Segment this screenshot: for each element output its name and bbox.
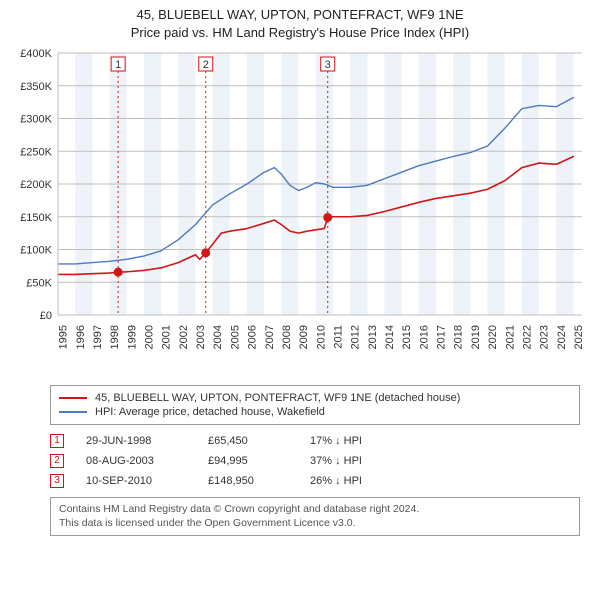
- event-price: £65,450: [208, 435, 288, 447]
- chart-container: 45, BLUEBELL WAY, UPTON, PONTEFRACT, WF9…: [0, 0, 600, 546]
- svg-text:2002: 2002: [178, 325, 190, 349]
- svg-text:2003: 2003: [195, 325, 207, 349]
- svg-text:1: 1: [115, 59, 121, 71]
- events-list: 1 29-JUN-1998 £65,450 17% ↓ HPI 2 08-AUG-2003…: [50, 431, 580, 491]
- svg-text:2019: 2019: [470, 325, 482, 349]
- svg-text:2006: 2006: [247, 325, 259, 349]
- svg-text:2025: 2025: [573, 325, 585, 349]
- svg-text:£0: £0: [40, 310, 52, 322]
- svg-text:1996: 1996: [75, 325, 87, 349]
- svg-text:1997: 1997: [92, 325, 104, 349]
- footer-line-1: Contains HM Land Registry data © Crown c…: [59, 503, 571, 517]
- event-row: 2 08-AUG-2003 £94,995 37% ↓ HPI: [50, 451, 580, 471]
- svg-text:3: 3: [325, 59, 331, 71]
- svg-text:£100K: £100K: [20, 245, 52, 257]
- svg-text:2021: 2021: [504, 325, 516, 349]
- svg-text:2000: 2000: [143, 325, 155, 349]
- svg-text:£400K: £400K: [20, 48, 52, 60]
- svg-text:2004: 2004: [212, 325, 224, 349]
- svg-text:2005: 2005: [229, 325, 241, 349]
- event-delta: 17% ↓ HPI: [310, 435, 400, 447]
- svg-text:£350K: £350K: [20, 81, 52, 93]
- svg-text:2010: 2010: [315, 325, 327, 349]
- svg-text:2015: 2015: [401, 325, 413, 349]
- svg-text:2017: 2017: [436, 325, 448, 349]
- event-marker: 1: [50, 434, 64, 448]
- legend-swatch: [59, 411, 87, 413]
- svg-text:2013: 2013: [367, 325, 379, 349]
- event-marker: 3: [50, 474, 64, 488]
- chart-area: £0 £50K £100K £150K £200K £250K £300K £350K £400…: [10, 47, 590, 377]
- svg-text:£150K: £150K: [20, 212, 52, 224]
- svg-text:2001: 2001: [161, 325, 173, 349]
- svg-text:2011: 2011: [332, 325, 344, 349]
- legend: 45, BLUEBELL WAY, UPTON, PONTEFRACT, WF9…: [50, 385, 580, 425]
- svg-text:1995: 1995: [58, 325, 70, 349]
- svg-text:£300K: £300K: [20, 114, 52, 126]
- svg-text:2022: 2022: [521, 325, 533, 349]
- svg-text:2016: 2016: [418, 325, 430, 349]
- svg-text:2014: 2014: [384, 325, 396, 349]
- event-delta: 26% ↓ HPI: [310, 475, 400, 487]
- svg-text:£200K: £200K: [20, 179, 52, 191]
- svg-text:2023: 2023: [539, 325, 551, 349]
- attribution-footer: Contains HM Land Registry data © Crown c…: [50, 497, 580, 536]
- event-date: 29-JUN-1998: [86, 435, 186, 447]
- legend-item: HPI: Average price, detached house, Wake…: [59, 405, 571, 419]
- svg-text:2024: 2024: [556, 325, 568, 349]
- event-date: 08-AUG-2003: [86, 455, 186, 467]
- footer-line-2: This data is licensed under the Open Gov…: [59, 517, 571, 531]
- svg-text:2: 2: [203, 59, 209, 71]
- svg-text:£250K: £250K: [20, 146, 52, 158]
- event-delta: 37% ↓ HPI: [310, 455, 400, 467]
- svg-text:2008: 2008: [281, 325, 293, 349]
- legend-label: 45, BLUEBELL WAY, UPTON, PONTEFRACT, WF9…: [95, 392, 460, 404]
- title-block: 45, BLUEBELL WAY, UPTON, PONTEFRACT, WF9…: [10, 6, 590, 41]
- event-price: £94,995: [208, 455, 288, 467]
- title-line-1: 45, BLUEBELL WAY, UPTON, PONTEFRACT, WF9…: [10, 6, 590, 24]
- svg-text:1999: 1999: [126, 325, 138, 349]
- event-row: 1 29-JUN-1998 £65,450 17% ↓ HPI: [50, 431, 580, 451]
- line-chart: £0 £50K £100K £150K £200K £250K £300K £350K £400…: [10, 47, 590, 377]
- event-price: £148,950: [208, 475, 288, 487]
- legend-swatch: [59, 397, 87, 399]
- svg-text:2009: 2009: [298, 325, 310, 349]
- svg-text:2020: 2020: [487, 325, 499, 349]
- legend-item: 45, BLUEBELL WAY, UPTON, PONTEFRACT, WF9…: [59, 391, 571, 405]
- svg-text:1998: 1998: [109, 325, 121, 349]
- svg-text:2007: 2007: [264, 325, 276, 349]
- svg-text:2018: 2018: [453, 325, 465, 349]
- legend-label: HPI: Average price, detached house, Wake…: [95, 406, 325, 418]
- title-line-2: Price paid vs. HM Land Registry's House …: [10, 24, 590, 42]
- event-row: 3 10-SEP-2010 £148,950 26% ↓ HPI: [50, 471, 580, 491]
- event-marker: 2: [50, 454, 64, 468]
- svg-text:2012: 2012: [350, 325, 362, 349]
- svg-text:£50K: £50K: [26, 277, 52, 289]
- event-date: 10-SEP-2010: [86, 475, 186, 487]
